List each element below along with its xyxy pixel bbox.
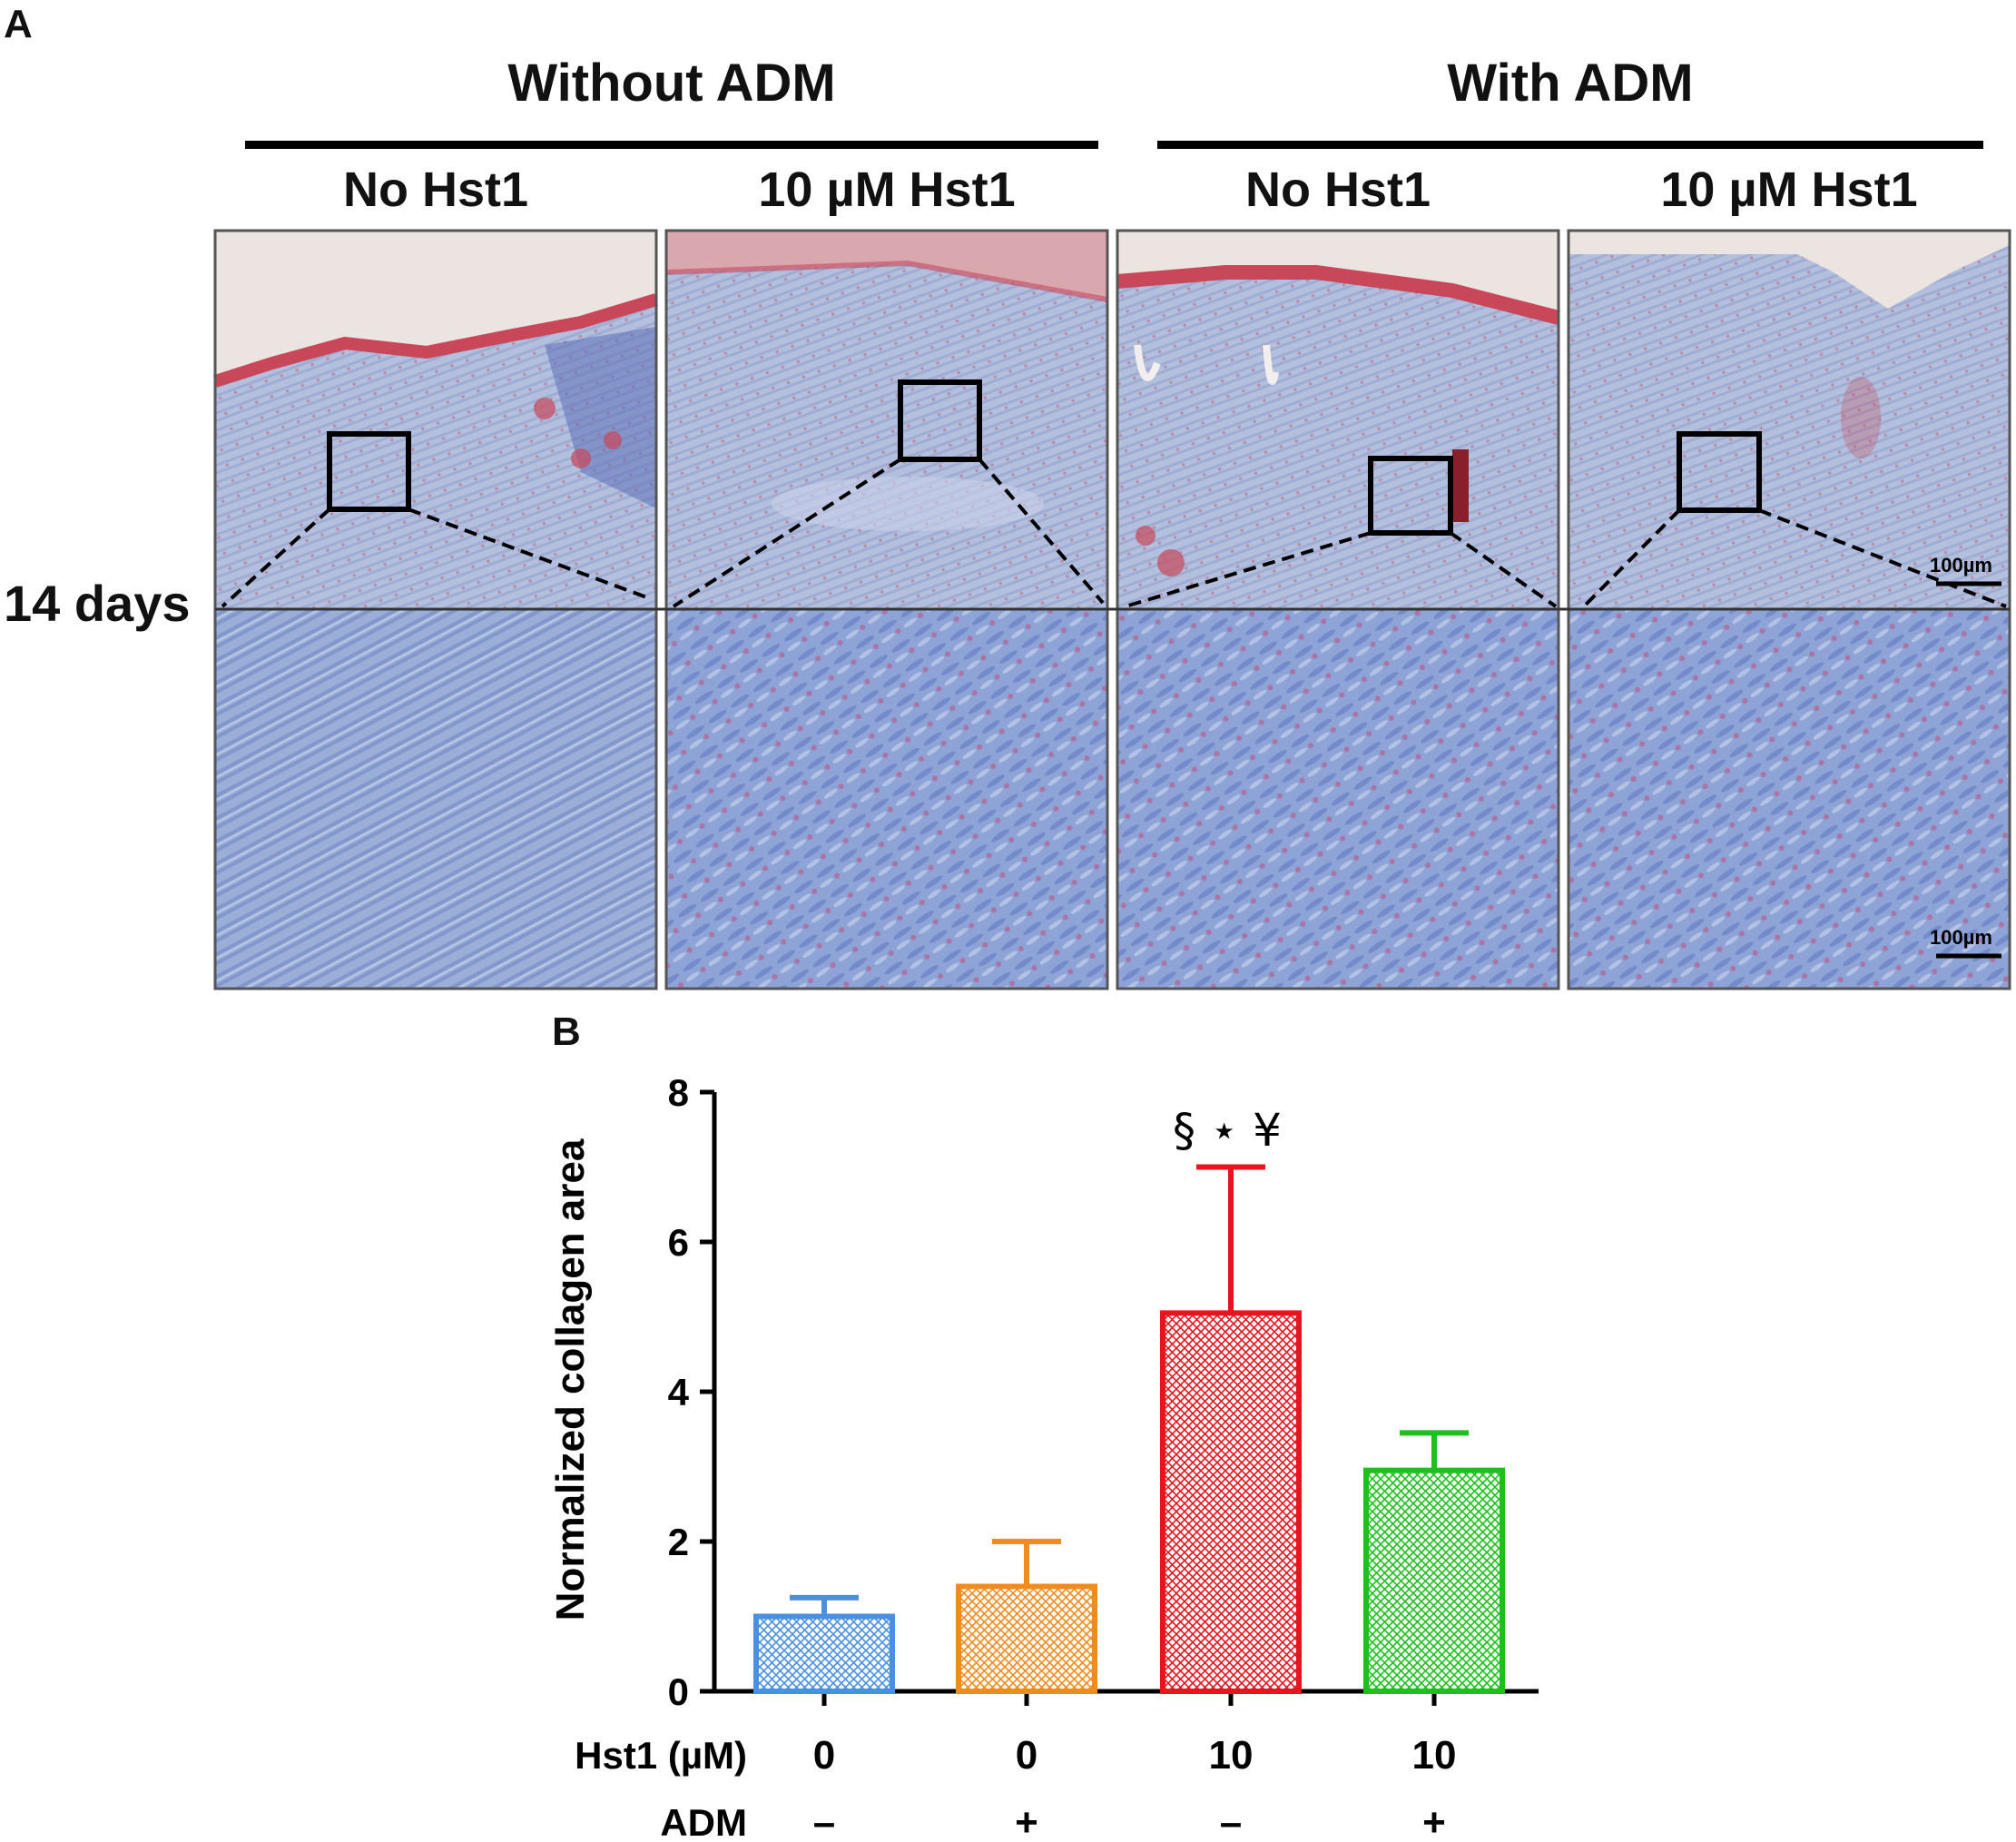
column-header-1: No Hst1 <box>342 163 529 217</box>
group-header-without-adm: Without ADM <box>507 54 836 113</box>
zoom-box-2 <box>672 379 1105 608</box>
group-rule-with-adm <box>1157 141 1983 149</box>
condition-table: Hst1 (µM) 0 0 10 10 ADM – + – + <box>575 1733 1456 1842</box>
micrograph-top-3 <box>1116 229 1560 611</box>
column-header-3: No Hst1 <box>1244 163 1431 217</box>
condition-value-0-1: 0 <box>1016 1733 1038 1778</box>
column-header-4: 10 µM Hst1 <box>1660 163 1918 217</box>
condition-value-1-0: – <box>813 1800 835 1842</box>
scale-bar-top-label: 100µm <box>1930 554 1992 576</box>
condition-value-1-3: + <box>1422 1800 1446 1842</box>
micrograph-bottom-3 <box>1116 607 1560 990</box>
y-tick-label-3: 6 <box>668 1221 689 1264</box>
y-axis-label: Normalized collagen area <box>548 1138 593 1620</box>
bar-1 <box>956 1583 1097 1694</box>
condition-value-1-1: + <box>1015 1800 1038 1842</box>
condition-value-1-2: – <box>1220 1800 1242 1842</box>
condition-value-0-0: 0 <box>813 1733 835 1778</box>
row-label-14-days: 14 days <box>4 575 191 632</box>
zoom-box-4 <box>1582 431 2007 608</box>
column-header-2: 10 µM Hst1 <box>758 163 1016 217</box>
micrograph-grid: 100µm 100µm <box>212 229 2011 990</box>
scale-bar-bottom-label: 100µm <box>1930 926 1992 949</box>
condition-row-label-0: Hst1 (µM) <box>575 1734 747 1777</box>
bar-3 <box>1363 1467 1505 1694</box>
y-tick-label-1: 2 <box>668 1521 689 1563</box>
y-tick-label-4: 8 <box>668 1071 689 1114</box>
micrograph-bottom-1 <box>213 607 658 990</box>
panel-b-label: B <box>552 1010 581 1054</box>
group-header-with-adm: With ADM <box>1447 54 1694 113</box>
zoom-box-3 <box>1125 456 1558 608</box>
error-bars <box>790 1164 1469 1617</box>
bar-0 <box>753 1613 895 1694</box>
zoom-box-1 <box>221 431 653 608</box>
bar-2 <box>1160 1310 1302 1694</box>
panel-a-label: A <box>4 2 33 46</box>
bars <box>753 1310 1505 1694</box>
significance-annotation: § ⋆ ¥ <box>1173 1104 1282 1157</box>
micrograph-top-2 <box>664 229 1109 611</box>
micrograph-bottom-4 <box>1567 607 2011 990</box>
y-tick-label-0: 0 <box>668 1670 689 1713</box>
scale-bar-bottom: 100µm <box>1930 926 2001 959</box>
scale-bar-top: 100µm <box>1930 554 2001 586</box>
condition-value-0-3: 10 <box>1412 1733 1457 1778</box>
y-tick-label-2: 4 <box>668 1371 690 1414</box>
micrograph-bottom-2 <box>664 607 1109 990</box>
condition-row-label-1: ADM <box>660 1801 747 1842</box>
group-rule-without-adm <box>245 141 1098 149</box>
condition-value-0-2: 10 <box>1209 1733 1254 1778</box>
